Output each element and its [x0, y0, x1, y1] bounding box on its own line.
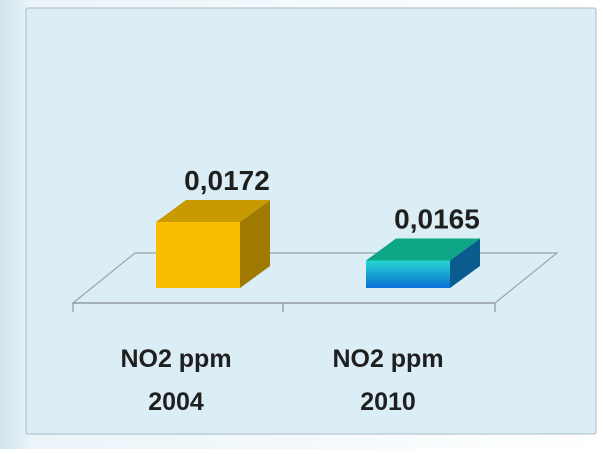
- x-tick-label: NO2 ppm: [120, 345, 231, 373]
- bar-front: [366, 260, 450, 288]
- x-tick-label: 2010: [360, 388, 416, 416]
- bar-side: [450, 238, 480, 288]
- data-label: 0,0172: [184, 165, 270, 196]
- bar-2: [366, 238, 480, 288]
- bar-side: [240, 200, 270, 288]
- bar-top: [366, 238, 480, 261]
- x-tick-label: NO2 ppm: [332, 345, 443, 373]
- floor-plane: [71, 252, 559, 304]
- bar-top: [156, 200, 270, 222]
- plot-area: [25, 7, 597, 435]
- data-label: 0,0165: [394, 204, 480, 235]
- bar-front: [156, 222, 240, 288]
- bar-1: [156, 200, 270, 288]
- x-tick-label: 2004: [148, 388, 204, 416]
